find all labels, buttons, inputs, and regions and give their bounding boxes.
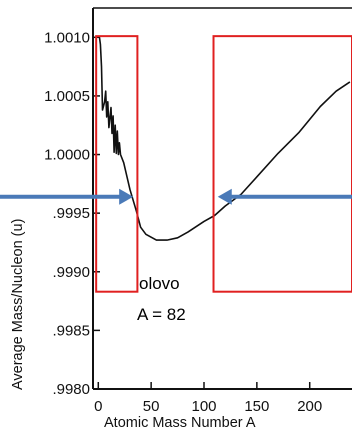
x-tick-label: 50 <box>143 398 160 415</box>
y-tick-label: 1.0000 <box>44 147 90 164</box>
y-tick-label: .9980 <box>52 381 90 398</box>
arrow-left <box>218 189 352 205</box>
annotation-olovo: olovo <box>139 274 180 293</box>
y-tick-label: 1.0005 <box>44 88 90 105</box>
annotation-a-82: A = 82 <box>137 305 186 324</box>
arrows <box>0 189 352 205</box>
x-axis-title: Atomic Mass Number A <box>104 415 256 431</box>
highlight-box-2 <box>214 36 352 292</box>
y-tick-label: 1.0010 <box>44 29 90 46</box>
x-tick-label: 150 <box>244 398 269 415</box>
x-axis-ticks: 0 50 100 150 200 <box>94 382 322 415</box>
highlight-boxes <box>96 36 352 292</box>
y-axis-ticks: 1.0010 1.0005 1.0000 .9995 .9990 .9985 .9980 <box>44 29 100 398</box>
x-tick-label: 100 <box>191 398 216 415</box>
y-tick-label: .9995 <box>52 205 90 222</box>
x-tick-label: 200 <box>297 398 322 415</box>
y-tick-label: .9990 <box>52 264 90 281</box>
arrow-right <box>0 189 133 205</box>
y-axis-title: Average Mass/Nucleon (u) <box>10 219 26 390</box>
y-tick-label: .9985 <box>52 322 90 339</box>
x-tick-label: 0 <box>94 398 102 415</box>
